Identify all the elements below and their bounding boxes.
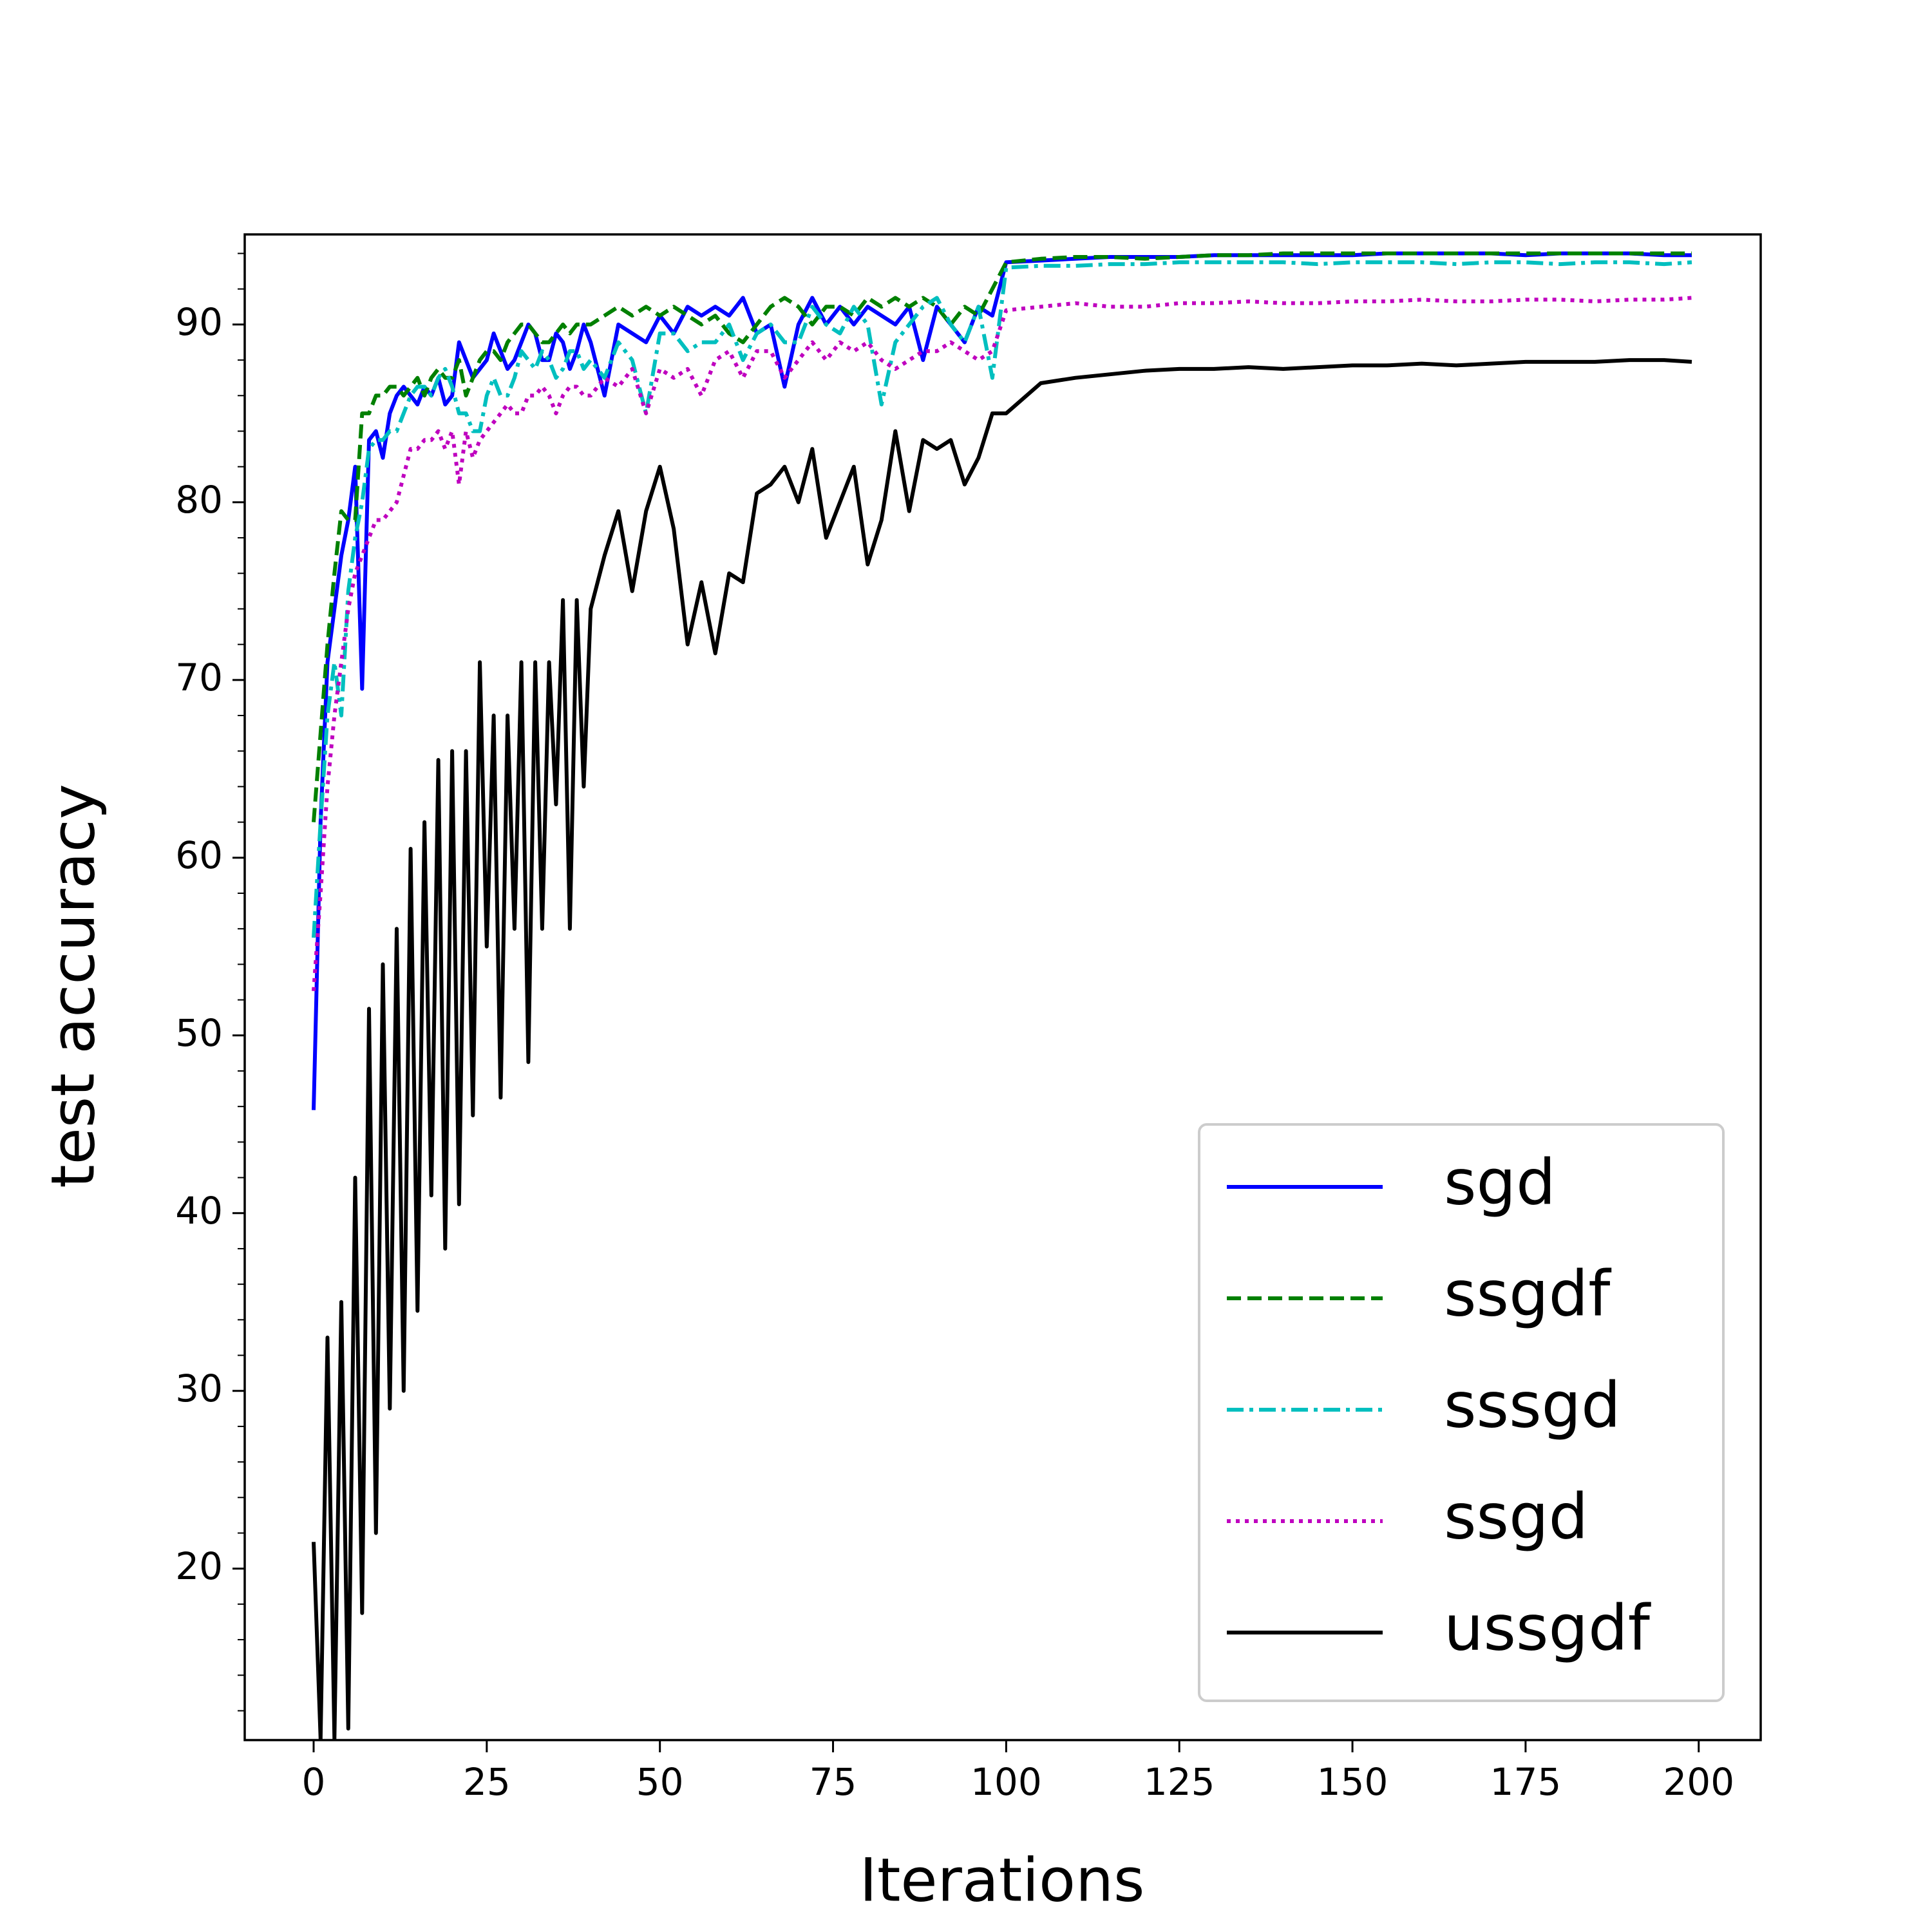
series-line [312,260,1692,938]
plot-lines [312,251,1692,1740]
x-tick-label: 0 [302,1760,326,1804]
legend-label: ussgdf [1444,1591,1651,1664]
y-tick-label: 40 [175,1189,223,1233]
x-axis-label: Iterations [860,1845,1145,1915]
legend-label: ssgdf [1444,1257,1611,1330]
x-tick-label: 75 [810,1760,857,1804]
x-tick-label: 50 [636,1760,684,1804]
legend-box [1198,1123,1725,1702]
y-tick-label: 80 [175,478,223,522]
y-tick-label: 30 [175,1367,223,1410]
y-tick-label: 20 [175,1544,223,1588]
y-axis-label: test accuracy [38,784,108,1188]
y-tick-label: 90 [175,300,223,344]
y-tick-label: 60 [175,833,223,877]
x-tick-label: 175 [1490,1760,1562,1804]
x-tick-label: 200 [1663,1760,1734,1804]
x-tick-label: 25 [463,1760,511,1804]
series-line [312,358,1692,1740]
legend-label: ssgd [1444,1480,1588,1553]
plot-frame [243,233,1762,1741]
x-tick-label: 150 [1317,1760,1388,1804]
x-tick-label: 125 [1144,1760,1215,1804]
y-tick-label: 50 [175,1011,223,1055]
series-line [312,251,1692,822]
x-tick-label: 100 [971,1760,1042,1804]
legend-label: sgd [1444,1146,1556,1218]
y-tick-label: 70 [175,656,223,699]
legend-label: sssgd [1444,1368,1621,1441]
series-line [312,296,1692,992]
